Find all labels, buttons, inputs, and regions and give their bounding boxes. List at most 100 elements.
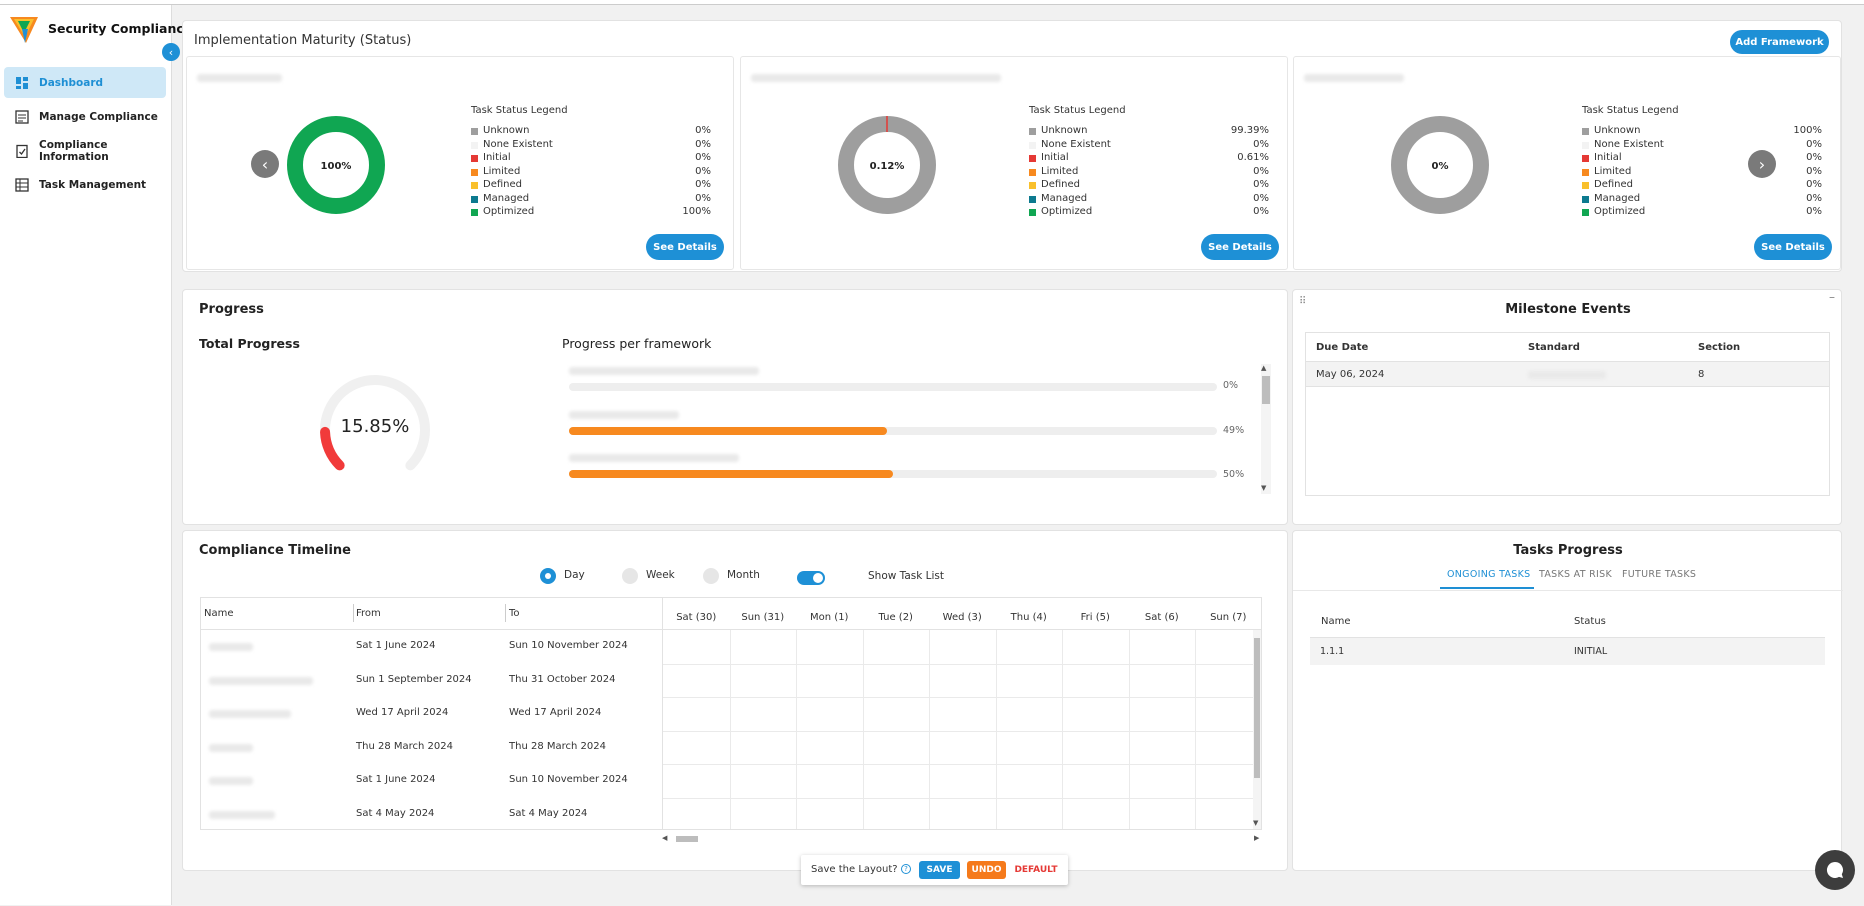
gantt-task-row[interactable]: Sat 1 June 2024 Sun 10 November 2024 xyxy=(201,764,662,797)
legend-label: None Existent xyxy=(483,138,553,150)
help-icon[interactable]: ? xyxy=(901,864,911,874)
milestone-table: Due Date Standard Section May 06, 2024 8 xyxy=(1305,332,1830,496)
gantt-task-row[interactable]: Wed 17 April 2024 Wed 17 April 2024 xyxy=(201,697,662,730)
radio-month[interactable] xyxy=(703,568,719,584)
see-details-button[interactable]: See Details xyxy=(646,234,724,260)
gantt-day-label: Sun (7) xyxy=(1210,612,1247,623)
to-cell: Sun 10 November 2024 xyxy=(509,774,628,785)
legend-swatch xyxy=(1029,128,1036,135)
chat-icon xyxy=(1826,861,1843,878)
legend-swatch xyxy=(1029,155,1036,162)
progress-scrollbar[interactable]: ▲ ▼ xyxy=(1261,364,1271,494)
gantt-task-row[interactable]: Thu 28 March 2024 Thu 28 March 2024 xyxy=(201,731,662,764)
legend-value: 0% xyxy=(695,138,711,150)
tab-tasks-at-risk[interactable]: TASKS AT RISK xyxy=(1539,569,1613,580)
previous-framework-button[interactable]: ‹ xyxy=(251,150,279,178)
legend-item: None Existent 0% xyxy=(1582,139,1822,152)
legend-value: 0% xyxy=(1253,192,1269,204)
scroll-left-icon[interactable]: ◀ xyxy=(662,834,668,842)
legend-value: 0% xyxy=(1806,206,1822,217)
drag-handle-icon[interactable]: ⠿ xyxy=(1299,296,1307,307)
nav-item-task-management[interactable]: Task Management xyxy=(4,169,166,200)
task-status-cell: INITIAL xyxy=(1574,646,1608,657)
gantt-horizontal-scrollbar[interactable]: ◀ ▶ xyxy=(662,834,1262,843)
legend-swatch xyxy=(1582,209,1589,216)
framework-name-blurred xyxy=(569,454,739,462)
timeline-panel: Compliance Timeline Day Week Month Show … xyxy=(182,530,1288,871)
gantt-task-row[interactable]: Sun 1 September 2024 Thu 31 October 2024 xyxy=(201,664,662,697)
legend-swatch xyxy=(471,168,478,176)
see-details-button[interactable]: See Details xyxy=(1754,234,1832,260)
legend-swatch xyxy=(471,155,478,162)
radio-day[interactable] xyxy=(540,568,556,584)
gantt-day-label: Fri (5) xyxy=(1080,612,1110,623)
minimize-icon[interactable]: – xyxy=(1829,290,1835,304)
framework-name-blurred xyxy=(1304,74,1404,82)
maturity-donut-chart: 100% xyxy=(287,116,385,214)
table-row[interactable]: May 06, 2024 8 xyxy=(1306,361,1829,387)
legend-swatch xyxy=(1029,141,1036,149)
gantt-grid-row xyxy=(663,797,1253,799)
column-header-standard: Standard xyxy=(1528,342,1580,353)
radio-week[interactable] xyxy=(622,568,638,584)
next-framework-button[interactable]: › xyxy=(1748,150,1776,178)
donut-ring xyxy=(287,116,385,214)
gantt-grid-row xyxy=(663,730,1253,732)
collapse-sidebar-button[interactable]: ‹ xyxy=(162,43,180,61)
scroll-thumb[interactable] xyxy=(1262,376,1270,404)
nav-item-compliance-information[interactable]: Compliance Information xyxy=(4,135,166,166)
legend-value: 0% xyxy=(695,165,711,177)
gantt-grid-row xyxy=(663,663,1253,665)
scroll-down-icon[interactable]: ▼ xyxy=(1261,484,1267,492)
framework-progress-bar xyxy=(569,383,1217,391)
tab-future-tasks[interactable]: FUTURE TASKS xyxy=(1622,569,1697,580)
legend-label: Defined xyxy=(1041,179,1080,190)
legend-swatch xyxy=(1582,128,1589,135)
gantt-grid-column xyxy=(729,630,731,829)
column-divider xyxy=(505,604,506,622)
legend-label: Limited xyxy=(1041,165,1079,177)
gantt-grid-column xyxy=(929,630,930,829)
scroll-thumb[interactable] xyxy=(676,836,698,842)
save-button[interactable]: SAVE xyxy=(919,861,960,879)
legend-swatch xyxy=(1029,168,1036,176)
framework-progress-pct: 49% xyxy=(1223,425,1245,436)
undo-button[interactable]: UNDO xyxy=(967,861,1006,879)
chevron-left-icon: ‹ xyxy=(261,154,269,174)
show-task-list-toggle[interactable] xyxy=(797,571,825,585)
scroll-thumb[interactable] xyxy=(1254,638,1260,778)
default-button[interactable]: DEFAULT xyxy=(1014,865,1058,875)
legend-value: 0% xyxy=(1253,165,1269,177)
gantt-grid-column xyxy=(796,630,797,829)
legend-item: Limited 0% xyxy=(1029,166,1269,179)
table-row[interactable]: 1.1.1 INITIAL xyxy=(1310,637,1825,665)
tab-ongoing-tasks[interactable]: ONGOING TASKS xyxy=(1447,569,1531,580)
legend-value: 0% xyxy=(695,125,711,136)
legend-title: Task Status Legend xyxy=(1582,105,1679,116)
task-name-blurred xyxy=(209,810,275,819)
scroll-right-icon[interactable]: ▶ xyxy=(1254,834,1260,842)
gantt-day-label: Mon (1) xyxy=(810,612,849,623)
legend-item: Unknown 99.39% xyxy=(1029,125,1269,138)
radio-day-label: Day xyxy=(564,569,585,581)
from-cell: Wed 17 April 2024 xyxy=(356,707,449,718)
legend-swatch xyxy=(1582,195,1589,203)
legend-value: 0% xyxy=(1806,192,1822,204)
legend-item: Managed 0% xyxy=(471,193,711,206)
gantt-vertical-scrollbar[interactable]: ▼ xyxy=(1253,630,1261,829)
app-title: Security Compliance xyxy=(48,21,193,36)
chat-button[interactable] xyxy=(1815,850,1855,890)
add-framework-button[interactable]: Add Framework xyxy=(1730,30,1829,54)
nav-item-dashboard[interactable]: Dashboard xyxy=(4,67,166,98)
scroll-down-icon[interactable]: ▼ xyxy=(1253,819,1259,827)
gantt-task-row[interactable]: Sat 4 May 2024 Sat 4 May 2024 xyxy=(201,798,662,831)
clipboard-check-icon xyxy=(15,144,29,158)
nav-item-manage-compliance[interactable]: Manage Compliance xyxy=(4,101,166,132)
legend-value: 0% xyxy=(1806,138,1822,150)
see-details-button[interactable]: See Details xyxy=(1201,234,1279,260)
legend-item: Optimized 0% xyxy=(1029,206,1269,219)
nav-label: Dashboard xyxy=(39,76,104,89)
gantt-task-row[interactable]: Sat 1 June 2024 Sun 10 November 2024 xyxy=(201,630,662,663)
legend-item: Managed 0% xyxy=(1582,193,1822,206)
scroll-up-icon[interactable]: ▲ xyxy=(1261,364,1267,372)
